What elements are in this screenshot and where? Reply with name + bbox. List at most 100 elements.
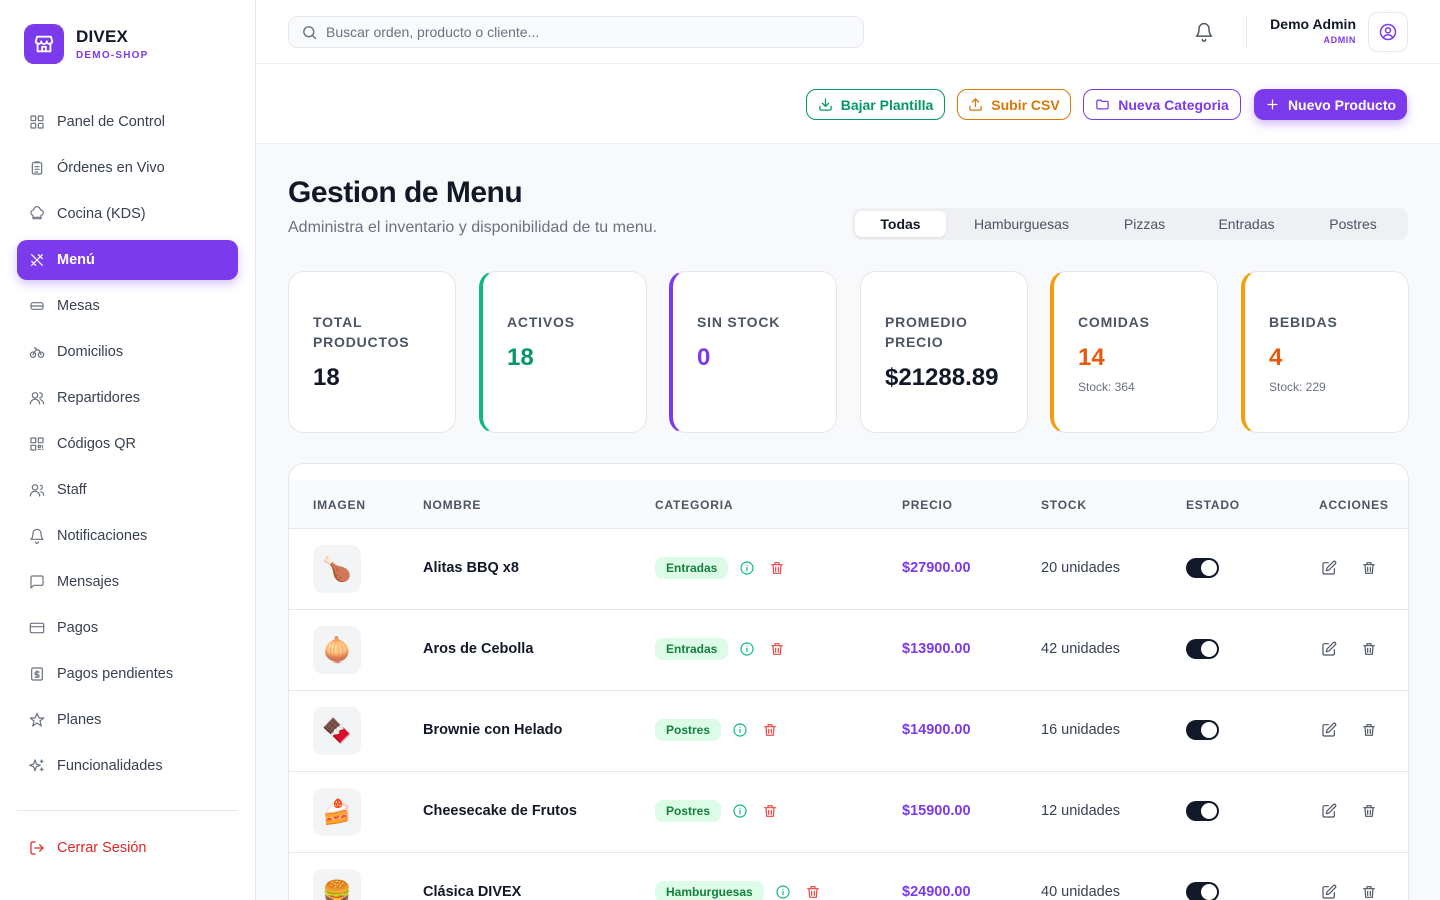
notifications-button[interactable] [1194,22,1214,42]
sidebar-item-notificaciones[interactable]: Notificaciones [17,516,238,556]
sidebar: DIVEX DEMO-SHOP Panel de Control Órdenes… [0,0,256,900]
product-name: Alitas BBQ x8 [423,560,519,576]
edit-button[interactable] [1321,722,1337,738]
sidebar-item-panel-de-control[interactable]: Panel de Control [17,102,238,142]
tab-postres[interactable]: Postres [1329,216,1377,232]
table-row: 🍰 Cheesecake de Frutos Postres $15900.00… [289,772,1408,853]
col-precio[interactable]: PRECIO [902,498,953,512]
sidebar-item-pagos[interactable]: Pagos [17,608,238,648]
sidebar-item-funcionalidades[interactable]: Funcionalidades [17,746,238,786]
table-row: 🍔 Clásica DIVEX Hamburguesas $24900.00 4… [289,853,1408,900]
tab-pizzas[interactable]: Pizzas [1123,216,1166,232]
sidebar-item-pagos-pendientes[interactable]: Pagos pendientes [17,654,238,694]
sidebar-item-domicilios[interactable]: Domicilios [17,332,238,372]
stat-value: 4 [1269,344,1283,371]
col-acciones: ACCIONES [1319,498,1389,512]
utensils-icon [31,254,43,266]
table-row: 🧅 Aros de Cebolla Entradas $13900.00 42 … [289,610,1408,691]
edit-icon [1322,884,1337,899]
stat-card-comidas: COMIDAS 14 Stock: 364 [1050,271,1218,433]
sidebar-item-label: Funcionalidades [57,758,163,774]
tab-hamburguesas[interactable]: Hamburguesas [974,216,1069,232]
avatar[interactable] [1368,12,1408,52]
sidebar-item-mensajes[interactable]: Mensajes [17,562,238,602]
col-nombre[interactable]: NOMBRE [423,498,482,512]
delete-button[interactable] [1361,641,1377,657]
product-image: 🍔 [313,869,361,900]
delete-button[interactable] [1361,884,1377,900]
stat-label: COMIDAS [1078,314,1150,330]
info-icon[interactable] [732,722,748,738]
sidebar-item-label: Órdenes en Vivo [57,160,165,176]
delete-button[interactable] [1361,803,1377,819]
search-input[interactable] [326,24,846,40]
product-price: $15900.00 [902,803,971,819]
sidebar-item-codigos-qr[interactable]: Códigos QR [17,424,238,464]
table-row: 🍫 Brownie con Helado Postres $14900.00 1… [289,691,1408,772]
col-stock[interactable]: STOCK [1041,498,1087,512]
edit-button[interactable] [1321,641,1337,657]
status-toggle[interactable] [1186,882,1219,900]
col-estado: ESTADO [1186,498,1240,512]
sidebar-item-label: Pagos pendientes [57,666,174,682]
new-category-button[interactable]: Nueva Categoria [1083,89,1241,120]
product-price: $13900.00 [902,641,971,657]
upload-csv-button[interactable]: Subir CSV [957,89,1071,120]
trash-icon[interactable] [769,641,785,657]
sidebar-item-planes[interactable]: Planes [17,700,238,740]
chef-hat-icon [30,206,44,220]
new-product-button[interactable]: Nuevo Producto [1254,89,1407,120]
stat-card-bebidas: BEBIDAS 4 Stock: 229 [1241,271,1409,433]
user-info: Demo Admin ADMIN [1270,16,1356,45]
logout-button[interactable]: Cerrar Sesión [29,840,146,856]
product-stock: 20 unidades [1041,560,1121,576]
edit-button[interactable] [1321,884,1337,900]
product-stock: 16 unidades [1041,722,1121,738]
brand-name: DIVEX [76,27,129,46]
status-toggle[interactable] [1186,558,1219,578]
sparkles-icon [29,759,44,772]
edit-button[interactable] [1321,560,1337,576]
sidebar-item-cocina[interactable]: Cocina (KDS) [17,194,238,234]
status-toggle[interactable] [1186,801,1219,821]
page-title: Gestion de Menu [288,176,523,209]
stat-card-activos: ACTIVOS 18 [479,271,647,433]
delete-button[interactable] [1361,722,1377,738]
trash-icon[interactable] [762,722,778,738]
category-badge: Entradas [655,638,729,660]
trash-icon[interactable] [769,560,785,576]
sidebar-item-mesas[interactable]: Mesas [17,286,238,326]
info-icon[interactable] [775,884,791,900]
status-toggle[interactable] [1186,720,1219,740]
tab-todas[interactable]: Todas [855,211,946,237]
sidebar-item-label: Domicilios [57,344,124,360]
category-tabs: Todas Hamburguesas Pizzas Entradas Postr… [852,208,1408,240]
trash-icon[interactable] [805,884,821,900]
status-toggle[interactable] [1186,639,1219,659]
stat-card-total: TOTAL PRODUCTOS 18 [288,271,456,433]
tab-entradas[interactable]: Entradas [1218,216,1275,232]
download-template-button[interactable]: Bajar Plantilla [806,89,945,120]
trash-icon[interactable] [762,803,778,819]
plus-icon [1267,99,1278,110]
info-icon[interactable] [739,641,755,657]
delete-button[interactable] [1361,560,1377,576]
stat-label: PROMEDIO PRECIO [885,314,968,350]
upload-csv-label: Subir CSV [991,96,1060,113]
trash-icon [1363,643,1375,655]
sidebar-item-ordenes[interactable]: Órdenes en Vivo [17,148,238,188]
info-icon[interactable] [739,560,755,576]
sidebar-item-menu[interactable]: Menú [17,240,238,280]
sidebar-item-staff[interactable]: Staff [17,470,238,510]
sidebar-item-label: Mesas [57,298,100,314]
star-icon [29,712,45,727]
col-categoria[interactable]: CATEGORIA [655,498,734,512]
sidebar-item-repartidores[interactable]: Repartidores [17,378,238,418]
table-row: 🍗 Alitas BBQ x8 Entradas $27900.00 20 un… [289,529,1408,610]
brand[interactable]: DIVEX DEMO-SHOP [24,24,148,64]
info-icon[interactable] [732,803,748,819]
table-header: IMAGEN NOMBRE CATEGORIA PRECIO STOCK EST… [289,480,1408,529]
sidebar-item-label: Menú [57,252,95,268]
search-box[interactable] [288,16,864,48]
edit-button[interactable] [1321,803,1337,819]
